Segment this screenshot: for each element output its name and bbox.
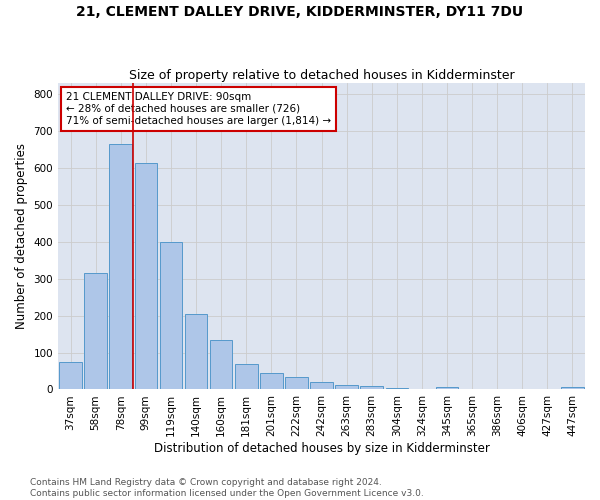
Text: 21 CLEMENT DALLEY DRIVE: 90sqm
← 28% of detached houses are smaller (726)
71% of: 21 CLEMENT DALLEY DRIVE: 90sqm ← 28% of …: [66, 92, 331, 126]
Bar: [210, 340, 232, 390]
Bar: [260, 373, 283, 390]
Title: Size of property relative to detached houses in Kidderminster: Size of property relative to detached ho…: [129, 69, 514, 82]
Bar: [361, 386, 383, 390]
Bar: [310, 382, 333, 390]
Bar: [109, 144, 132, 390]
Text: Contains HM Land Registry data © Crown copyright and database right 2024.
Contai: Contains HM Land Registry data © Crown c…: [30, 478, 424, 498]
Bar: [561, 386, 584, 390]
Bar: [386, 388, 408, 390]
Bar: [235, 364, 257, 390]
Bar: [134, 162, 157, 390]
Bar: [285, 376, 308, 390]
Bar: [185, 314, 208, 390]
Text: 21, CLEMENT DALLEY DRIVE, KIDDERMINSTER, DY11 7DU: 21, CLEMENT DALLEY DRIVE, KIDDERMINSTER,…: [76, 5, 524, 19]
Y-axis label: Number of detached properties: Number of detached properties: [15, 144, 28, 330]
Bar: [85, 273, 107, 390]
Bar: [436, 387, 458, 390]
Bar: [59, 362, 82, 390]
Bar: [335, 384, 358, 390]
X-axis label: Distribution of detached houses by size in Kidderminster: Distribution of detached houses by size …: [154, 442, 490, 455]
Bar: [160, 242, 182, 390]
